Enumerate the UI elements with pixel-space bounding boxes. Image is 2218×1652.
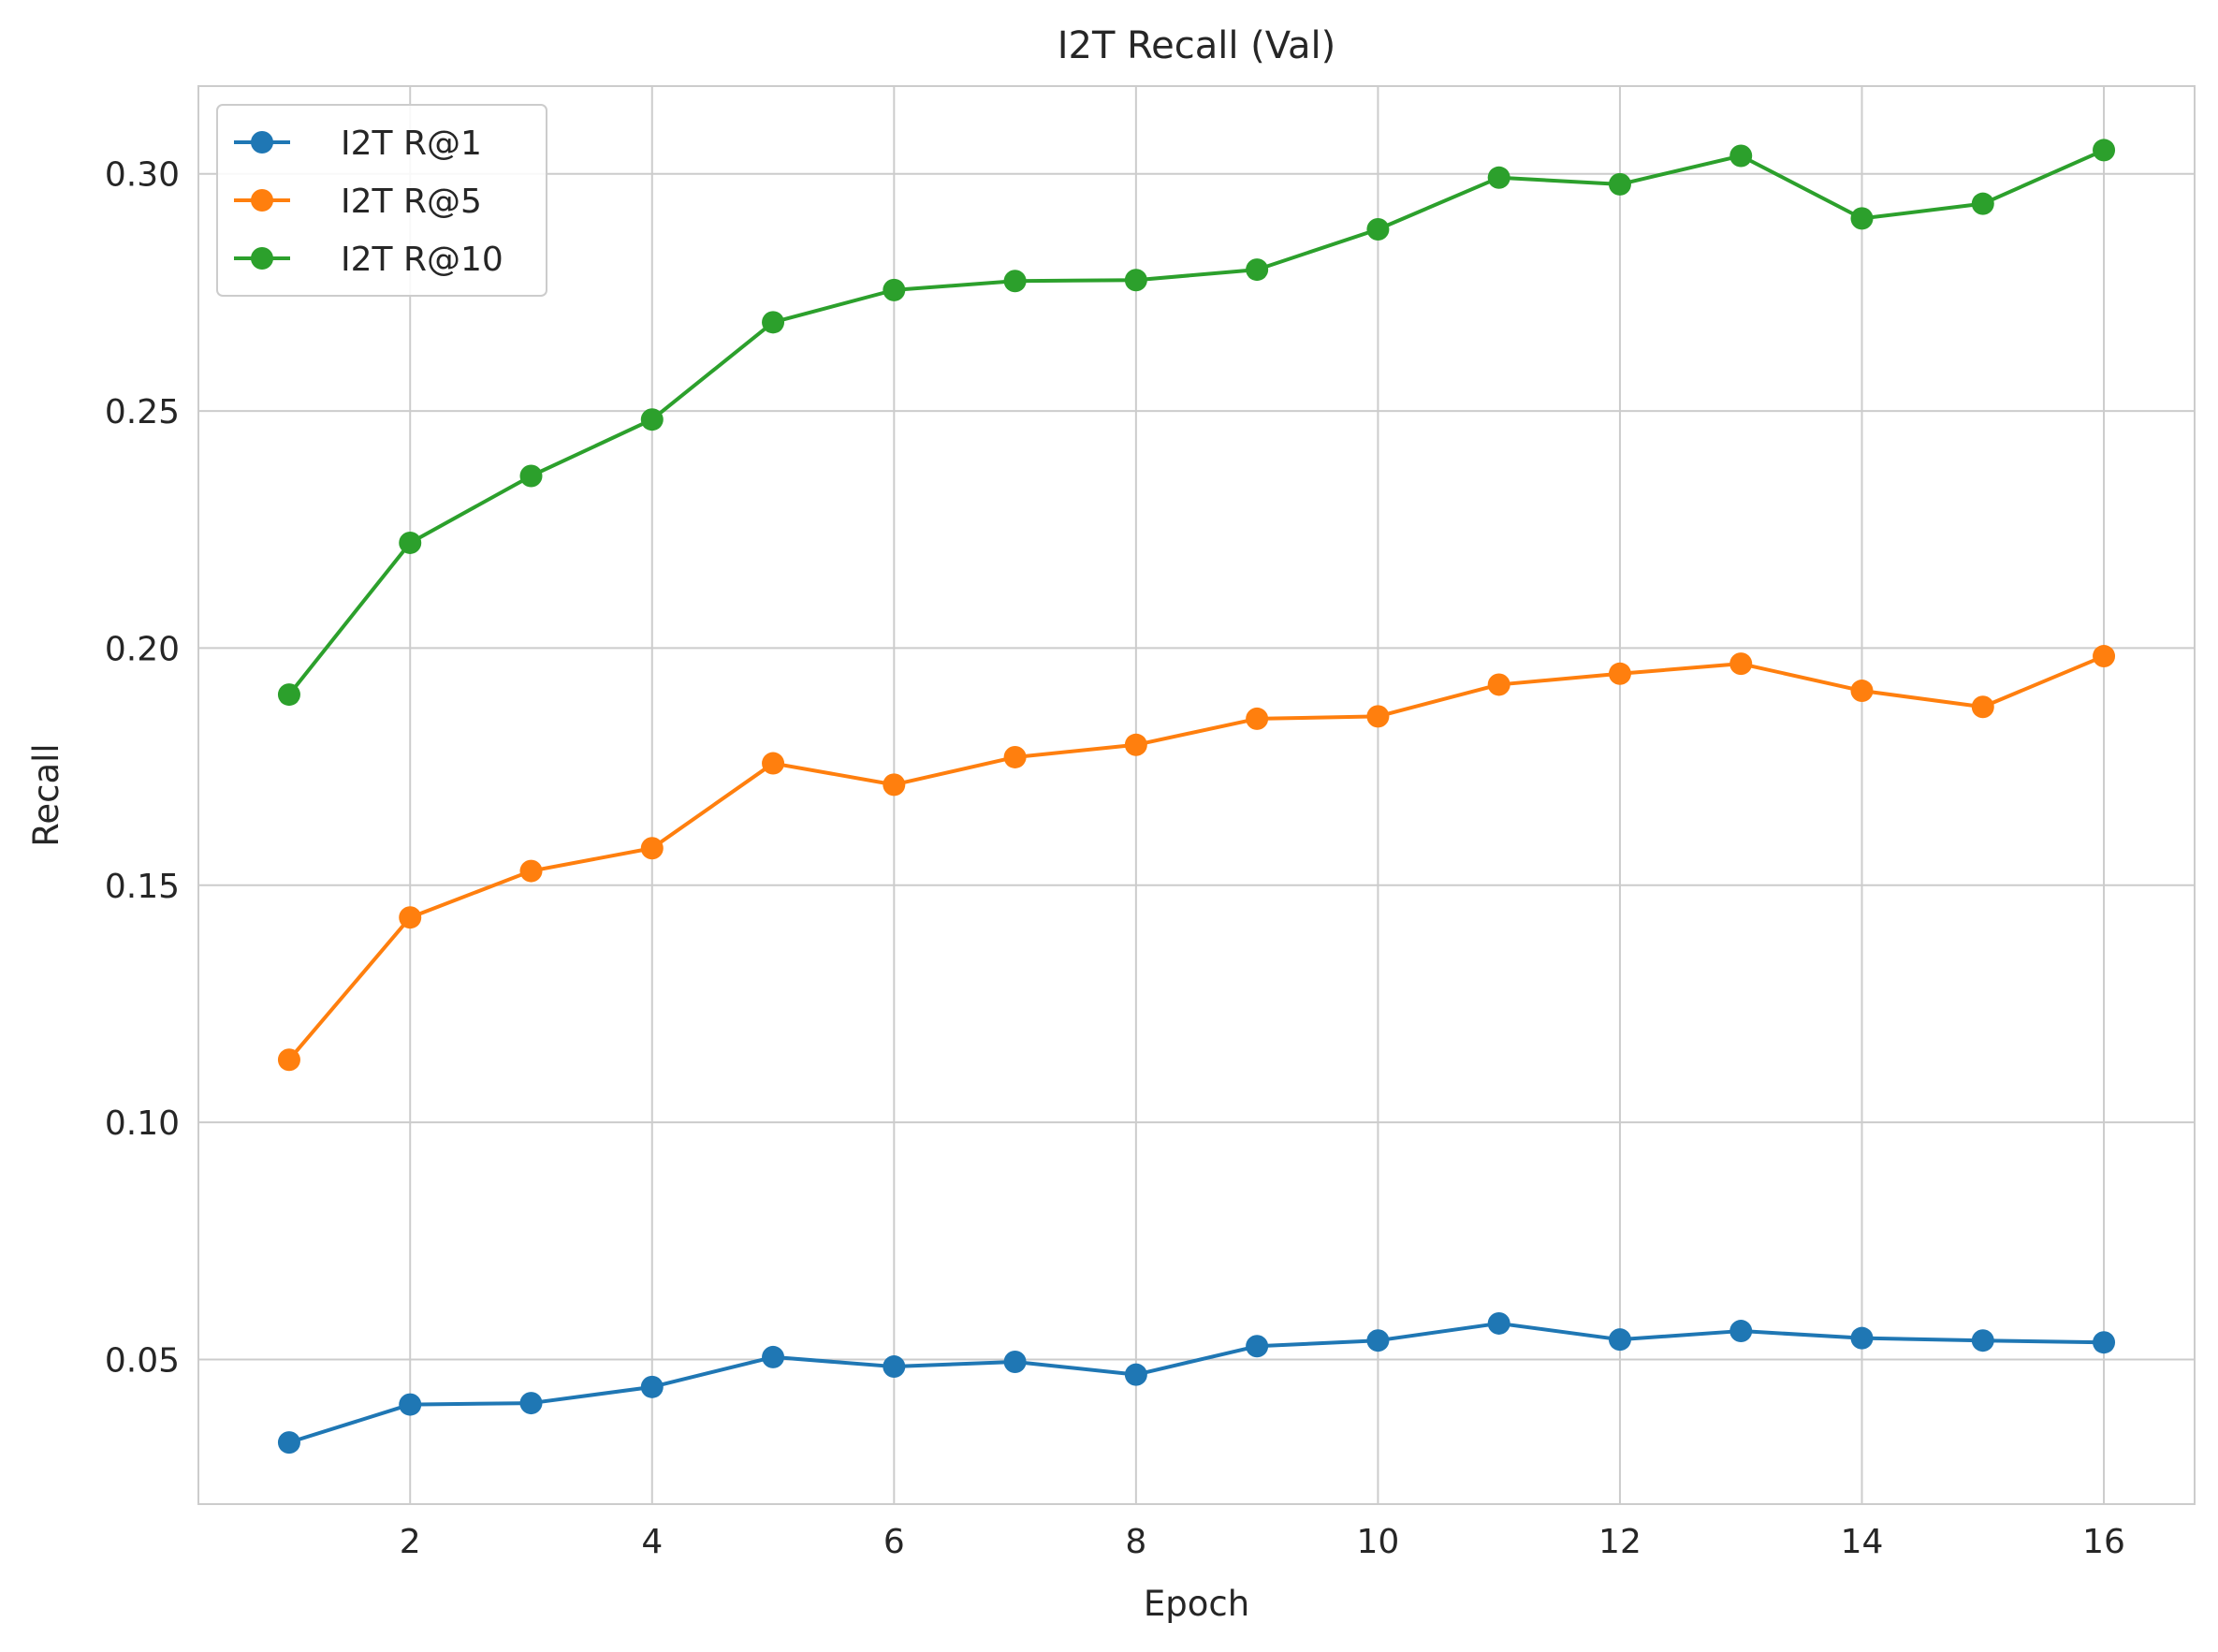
data-point bbox=[762, 1345, 785, 1368]
data-point bbox=[640, 837, 664, 860]
legend-label: I2T R@10 bbox=[341, 241, 503, 279]
x-tick-label: 2 bbox=[400, 1523, 421, 1561]
data-point bbox=[1850, 680, 1874, 703]
x-axis-ticks: 2 4 6 8 10 12 14 16 bbox=[400, 1523, 2125, 1561]
x-tick-label: 12 bbox=[1598, 1523, 1642, 1561]
x-axis-label: Epoch bbox=[1144, 1584, 1249, 1624]
chart-title: I2T Recall (Val) bbox=[1058, 24, 1336, 67]
data-point bbox=[1487, 1311, 1510, 1335]
legend-marker bbox=[251, 189, 273, 212]
x-tick-label: 4 bbox=[641, 1523, 663, 1561]
plot-background bbox=[198, 86, 2195, 1504]
x-tick-label: 16 bbox=[2082, 1523, 2125, 1561]
data-point bbox=[640, 1375, 664, 1398]
data-point bbox=[1487, 166, 1510, 189]
data-point bbox=[1003, 1350, 1027, 1373]
x-tick-label: 8 bbox=[1125, 1523, 1146, 1561]
legend-box bbox=[216, 104, 547, 297]
data-point bbox=[1971, 695, 1994, 719]
plot-area bbox=[197, 85, 2196, 1505]
data-point bbox=[1246, 707, 1269, 730]
data-point bbox=[1608, 1328, 1631, 1352]
data-point bbox=[762, 752, 785, 775]
y-axis-ticks: 0.05 0.10 0.15 0.20 0.25 0.30 bbox=[105, 156, 180, 1381]
series-line bbox=[286, 148, 2107, 697]
legend-item: I2T R@10 bbox=[234, 241, 503, 279]
data-point bbox=[1729, 652, 1753, 676]
series-3 bbox=[277, 139, 2116, 707]
legend-label: I2T R@5 bbox=[341, 183, 482, 221]
y-axis-label: Recall bbox=[26, 743, 66, 846]
data-point bbox=[1124, 733, 1147, 756]
y-tick-label: 0.15 bbox=[105, 868, 180, 906]
data-point bbox=[1971, 192, 1994, 215]
y-tick-label: 0.25 bbox=[105, 393, 180, 431]
data-point bbox=[1003, 270, 1027, 293]
data-point bbox=[1729, 144, 1753, 168]
data-point bbox=[1246, 1335, 1269, 1358]
data-point bbox=[1366, 1329, 1390, 1352]
data-point bbox=[1608, 172, 1631, 196]
legend-item: I2T R@1 bbox=[234, 124, 482, 163]
x-tick-label: 14 bbox=[1841, 1523, 1884, 1561]
data-point bbox=[883, 1355, 906, 1379]
series-layer bbox=[277, 139, 2116, 1455]
data-point bbox=[1971, 1329, 1994, 1352]
data-point bbox=[883, 773, 906, 797]
data-point bbox=[1729, 1320, 1753, 1343]
legend-marker bbox=[251, 131, 273, 154]
data-point bbox=[2093, 1331, 2116, 1354]
legend-label: I2T R@1 bbox=[341, 124, 482, 163]
data-point bbox=[519, 464, 543, 488]
data-point bbox=[1003, 745, 1027, 768]
data-point bbox=[399, 1393, 422, 1416]
data-point bbox=[277, 1048, 300, 1072]
data-point bbox=[519, 859, 543, 883]
data-point bbox=[2093, 139, 2116, 162]
data-point bbox=[1124, 269, 1147, 292]
data-point bbox=[399, 531, 422, 554]
y-tick-label: 0.05 bbox=[105, 1341, 180, 1380]
data-point bbox=[762, 311, 785, 334]
data-point bbox=[1246, 258, 1269, 282]
data-point bbox=[1850, 1326, 1874, 1350]
data-point bbox=[883, 278, 906, 301]
x-tick-label: 10 bbox=[1357, 1523, 1400, 1561]
data-point bbox=[1487, 673, 1510, 696]
data-point bbox=[1608, 662, 1631, 685]
data-point bbox=[640, 408, 664, 431]
plot-frame bbox=[197, 85, 2196, 1505]
y-tick-label: 0.30 bbox=[105, 156, 180, 195]
x-tick-label: 6 bbox=[883, 1523, 905, 1561]
y-tick-label: 0.10 bbox=[105, 1104, 180, 1143]
legend-item: I2T R@5 bbox=[234, 183, 482, 221]
data-point bbox=[1366, 218, 1390, 241]
series-2 bbox=[277, 645, 2116, 1072]
data-point bbox=[399, 906, 422, 929]
data-point bbox=[519, 1392, 543, 1415]
series-line bbox=[286, 1321, 2107, 1445]
series-line bbox=[286, 654, 2107, 1062]
legend: I2T R@1 I2T R@5 I2T R@10 bbox=[216, 104, 547, 297]
legend-marker bbox=[251, 247, 273, 270]
data-point bbox=[1366, 705, 1390, 728]
y-tick-label: 0.20 bbox=[105, 630, 180, 668]
data-point bbox=[277, 683, 300, 707]
data-point bbox=[2093, 645, 2116, 668]
data-point bbox=[1850, 207, 1874, 230]
data-point bbox=[1124, 1363, 1147, 1386]
data-point bbox=[277, 1431, 300, 1455]
series-1 bbox=[277, 1311, 2116, 1455]
